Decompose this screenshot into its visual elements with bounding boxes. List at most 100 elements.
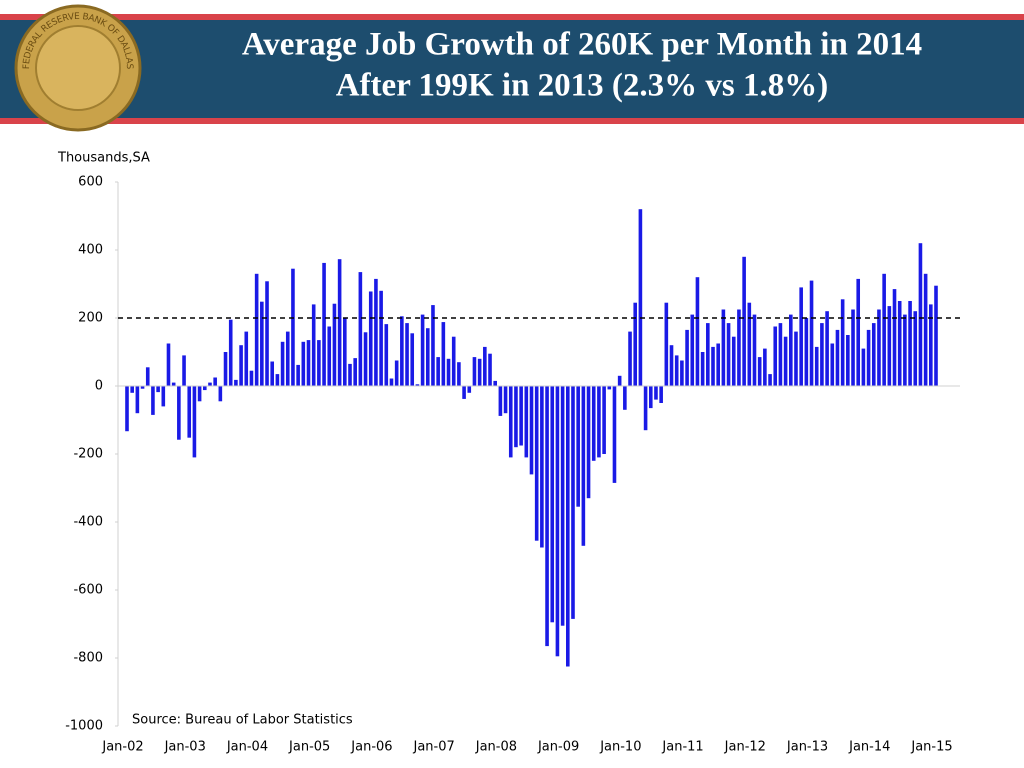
bar [415,384,420,386]
bar [327,326,332,386]
bar [405,323,409,386]
bar [260,301,264,386]
header-band [0,20,1024,118]
y-tick-label: -400 [73,515,103,530]
bar [731,336,736,386]
bar [835,329,840,386]
bar [379,290,383,386]
bar [202,386,207,391]
bar [410,333,415,386]
y-tick-label: -1000 [65,719,103,734]
bar [182,355,186,386]
top-stripe [0,14,1024,20]
bar [648,386,653,409]
chart-subtitle: After 199K in 2013 (2.3% vs 1.8%) [336,68,829,104]
bar [534,386,539,541]
bar [820,323,824,386]
bar [436,357,440,386]
bar [498,386,503,416]
bar [814,346,819,386]
bar [228,319,233,386]
bar [825,311,829,386]
bar [488,353,492,386]
bar [685,329,689,386]
bar [529,386,534,475]
bar [871,323,876,386]
x-tick-label: Jan-06 [350,740,392,755]
bar [550,386,555,623]
bar [218,386,223,402]
bar [763,348,767,386]
chart-title: Average Job Growth of 260K per Month in … [242,27,922,63]
y-tick-label: 200 [78,311,103,326]
seal: FEDERAL RESERVE BANK OF DALLAS [14,4,142,132]
y-tick-label: -800 [73,651,103,666]
bar [519,386,523,446]
bar [483,346,487,386]
bar [462,386,466,399]
bar [425,328,430,386]
bottom-stripe [0,118,1024,124]
bar [571,386,575,619]
bar [581,386,586,546]
bar [706,323,710,386]
bar [923,273,928,386]
x-tick-label: Jan-07 [413,740,455,755]
x-tick-label: Jan-05 [288,740,330,755]
bar [799,287,803,386]
bar [643,386,648,431]
bar [851,309,855,386]
bar [545,386,549,647]
bar [337,259,342,386]
bar [773,326,778,386]
bar [265,281,269,386]
bar [929,304,933,386]
x-tick-label: Jan-10 [599,740,641,755]
bar [151,386,155,415]
bar [809,280,814,386]
bar [721,309,726,386]
bar [882,273,886,386]
bar [669,345,674,386]
bar [903,314,907,386]
bar [757,357,762,386]
bar [130,386,134,393]
bar [493,380,497,386]
bar [135,386,140,414]
bar [638,209,643,386]
bar [716,343,720,386]
y-axis-label: Thousands,SA [57,151,150,166]
bar [400,316,404,386]
bar [197,386,202,402]
bar [343,318,347,386]
bar [804,318,809,386]
bar [394,360,399,386]
y-tick-label: 0 [95,379,103,394]
bar [161,386,166,407]
bar [389,378,394,386]
bar [524,386,529,458]
bar [332,303,337,386]
bar [239,345,243,386]
bar [695,277,700,386]
bar [778,323,783,386]
bar [311,304,316,386]
bar [768,374,772,386]
bar [472,357,477,386]
bar [934,285,938,386]
bar [457,362,461,386]
bar [368,291,373,386]
bar [358,272,363,386]
x-tick-label: Jan-15 [910,740,952,755]
bar [322,262,326,386]
bar [171,382,176,386]
bar [208,382,212,386]
bar [752,314,757,386]
bar [363,332,368,386]
bar [783,336,788,386]
y-tick-label: -200 [73,447,103,462]
bar [887,306,892,386]
bar [602,386,606,454]
x-tick-label: Jan-02 [101,740,143,755]
